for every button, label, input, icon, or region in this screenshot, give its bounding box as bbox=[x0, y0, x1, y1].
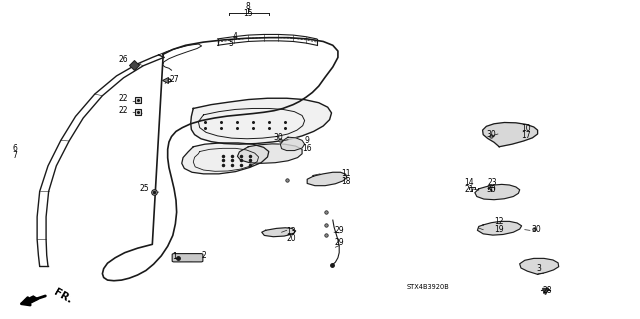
Polygon shape bbox=[262, 228, 296, 237]
Text: FR.: FR. bbox=[52, 287, 74, 305]
Text: 11: 11 bbox=[341, 169, 350, 178]
FancyBboxPatch shape bbox=[172, 254, 203, 262]
Text: 19: 19 bbox=[494, 225, 504, 234]
Text: 1: 1 bbox=[172, 252, 177, 261]
Text: 12: 12 bbox=[495, 217, 504, 226]
Text: 3: 3 bbox=[536, 264, 541, 273]
Text: 22: 22 bbox=[118, 94, 127, 103]
Text: 8: 8 bbox=[246, 2, 251, 11]
Text: 23: 23 bbox=[488, 178, 498, 187]
Text: 6: 6 bbox=[12, 144, 17, 153]
Text: 14: 14 bbox=[464, 178, 474, 187]
Text: 30: 30 bbox=[486, 185, 497, 194]
Polygon shape bbox=[191, 98, 332, 144]
Text: 29: 29 bbox=[334, 238, 344, 247]
Polygon shape bbox=[483, 122, 538, 147]
Text: 28: 28 bbox=[543, 286, 552, 295]
Text: 21: 21 bbox=[465, 185, 474, 194]
Text: 10: 10 bbox=[521, 124, 531, 133]
Text: 18: 18 bbox=[341, 177, 350, 186]
Polygon shape bbox=[307, 172, 347, 186]
Text: 25: 25 bbox=[140, 184, 150, 193]
Text: 30: 30 bbox=[486, 130, 497, 139]
Text: 17: 17 bbox=[521, 131, 531, 140]
Polygon shape bbox=[520, 258, 559, 274]
Text: 30: 30 bbox=[273, 133, 284, 142]
Text: 13: 13 bbox=[286, 227, 296, 236]
Text: 22: 22 bbox=[118, 106, 127, 115]
Text: 15: 15 bbox=[243, 9, 253, 18]
Text: STX4B3920B: STX4B3920B bbox=[406, 284, 449, 290]
Text: 4: 4 bbox=[233, 32, 238, 41]
Text: 20: 20 bbox=[286, 234, 296, 243]
Polygon shape bbox=[475, 184, 520, 200]
Text: 16: 16 bbox=[302, 144, 312, 153]
Text: 29: 29 bbox=[334, 226, 344, 235]
Polygon shape bbox=[280, 137, 305, 151]
Text: 26: 26 bbox=[118, 56, 128, 64]
Text: 30: 30 bbox=[531, 225, 541, 234]
Polygon shape bbox=[24, 296, 38, 304]
Text: 5: 5 bbox=[228, 39, 233, 48]
Polygon shape bbox=[237, 144, 302, 163]
Polygon shape bbox=[182, 143, 269, 174]
Text: 7: 7 bbox=[12, 151, 17, 160]
Text: 27: 27 bbox=[169, 75, 179, 84]
Text: 9: 9 bbox=[305, 137, 310, 145]
Text: 2: 2 bbox=[201, 251, 206, 260]
Polygon shape bbox=[477, 221, 522, 235]
